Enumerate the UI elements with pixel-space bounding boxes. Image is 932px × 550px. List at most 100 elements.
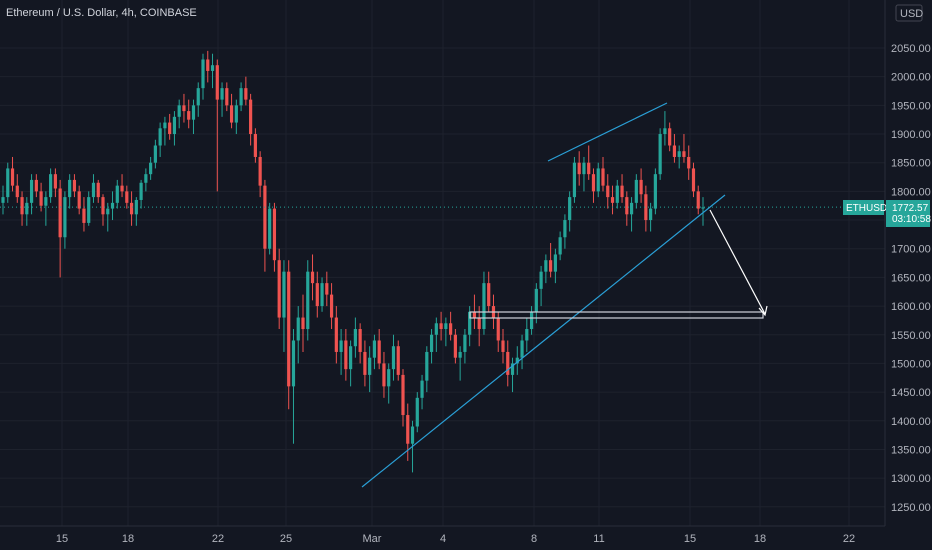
candle-body-up <box>1 197 4 203</box>
candle-body-up <box>297 318 300 341</box>
candle-body-up <box>530 312 533 329</box>
candle-body-up <box>111 203 114 209</box>
candle-body-down <box>406 415 409 444</box>
candle-body-up <box>635 180 638 203</box>
candle-body-down <box>206 59 209 70</box>
candle-body-up <box>597 168 600 191</box>
y-tick-label: 2050.00 <box>891 43 931 55</box>
candle-body-down <box>601 168 604 185</box>
candle-body-up <box>387 369 390 386</box>
candle-body-down <box>473 312 476 318</box>
candle-body-down <box>168 123 171 134</box>
candle-body-up <box>201 59 204 88</box>
candle-body-up <box>197 88 200 105</box>
candle-body-down <box>101 197 104 214</box>
candle-body-up <box>282 272 285 318</box>
candle-body-up <box>482 283 485 329</box>
candle-body-down <box>97 183 100 197</box>
y-tick-label: 1700.00 <box>891 244 931 256</box>
candle-body-down <box>244 88 247 99</box>
candle-body-down <box>478 318 481 329</box>
candle-body-up <box>582 163 585 174</box>
candle-body-down <box>682 151 685 157</box>
candle-body-up <box>663 128 666 134</box>
x-tick-label: 11 <box>593 533 604 545</box>
candle-body-up <box>87 197 90 223</box>
candle-body-up <box>430 335 433 352</box>
candle-body-down <box>401 375 404 415</box>
candle-body-up <box>63 197 66 237</box>
candle-body-down <box>39 191 42 205</box>
currency-label: USD <box>900 8 923 20</box>
current-price-label: 1772.57 <box>892 203 929 214</box>
candle-body-down <box>378 340 381 363</box>
candle-body-down <box>82 209 85 223</box>
chart-title: Ethereum / U.S. Dollar, 4h, COINBASE <box>6 7 197 19</box>
y-tick-label: 1950.00 <box>891 100 931 112</box>
candle-body-down <box>20 197 23 214</box>
candle-body-up <box>678 151 681 157</box>
candle-body-up <box>559 237 562 254</box>
x-tick-label: 4 <box>440 533 446 545</box>
candle-body-down <box>497 318 500 341</box>
candle-body-up <box>92 183 95 197</box>
y-tick-label: 2000.00 <box>891 72 931 84</box>
candle-body-down <box>668 128 671 145</box>
candle-body-down <box>187 111 190 120</box>
candle-body-up <box>659 134 662 174</box>
candle-body-down <box>397 346 400 375</box>
candle-body-up <box>116 186 119 203</box>
candle-body-up <box>568 197 571 220</box>
candle-body-up <box>554 254 557 271</box>
candle-body-down <box>363 352 366 375</box>
countdown-label: 03:10:58 <box>892 214 931 225</box>
candle-body-down <box>120 186 123 192</box>
candle-body-down <box>254 134 257 157</box>
candle-body-down <box>620 186 623 197</box>
candle-body-up <box>544 260 547 271</box>
candle-body-up <box>525 329 528 340</box>
candle-body-up <box>373 340 376 357</box>
x-tick-label: 15 <box>684 533 696 545</box>
candle-body-up <box>392 346 395 369</box>
candle-body-down <box>273 209 276 261</box>
candle-body-up <box>368 358 371 375</box>
candle-body-up <box>292 340 295 386</box>
x-tick-label: 25 <box>280 533 292 545</box>
candle-body-up <box>30 180 33 203</box>
candle-body-down <box>287 272 290 387</box>
y-tick-label: 1850.00 <box>891 158 931 170</box>
candle-body-down <box>182 105 185 111</box>
candle-body-down <box>639 180 642 194</box>
x-tick-label: 22 <box>843 533 855 545</box>
candle-body-up <box>6 168 9 197</box>
y-tick-label: 1250.00 <box>891 502 931 514</box>
candle-body-up <box>306 272 309 329</box>
x-tick-label: 22 <box>212 533 224 545</box>
x-tick-label: 15 <box>56 533 68 545</box>
candle-body-up <box>425 352 428 381</box>
candle-body-up <box>459 352 462 358</box>
candle-body-up <box>420 381 423 398</box>
candle-body-down <box>549 260 552 271</box>
candle-body-up <box>139 183 142 200</box>
candle-body-up <box>416 398 419 427</box>
candle-body-down <box>259 157 262 186</box>
candle-body-up <box>220 88 223 99</box>
candle-body-up <box>149 163 152 174</box>
candle-body-down <box>344 340 347 369</box>
candle-body-up <box>630 203 633 214</box>
candle-body-up <box>144 174 147 183</box>
y-tick-label: 1650.00 <box>891 272 931 284</box>
candle-body-up <box>349 346 352 369</box>
candle-body-up <box>159 128 162 145</box>
symbol-label: ETHUSD <box>846 203 887 214</box>
candle-body-down <box>16 186 19 197</box>
candle-body-up <box>163 123 166 129</box>
y-tick-label: 1800.00 <box>891 186 931 198</box>
candle-body-down <box>301 318 304 329</box>
currency-button[interactable]: USD <box>896 5 923 21</box>
